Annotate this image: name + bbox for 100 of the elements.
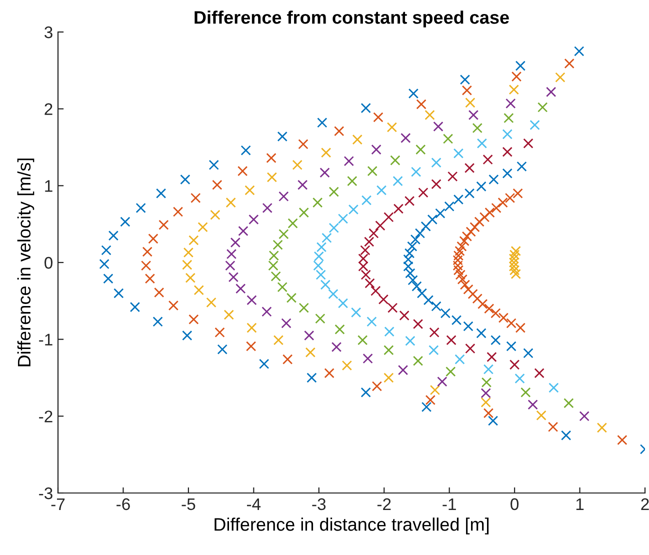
point xyxy=(361,195,372,206)
point xyxy=(230,237,240,248)
point xyxy=(212,180,222,190)
point xyxy=(457,274,468,284)
point xyxy=(371,144,382,155)
point xyxy=(386,122,398,132)
point xyxy=(360,245,370,256)
point xyxy=(534,368,544,378)
point xyxy=(320,280,330,290)
point xyxy=(273,335,284,346)
point xyxy=(431,158,442,168)
point xyxy=(421,402,432,412)
point xyxy=(136,202,146,214)
point xyxy=(431,179,442,190)
point xyxy=(360,102,371,114)
point xyxy=(328,288,338,300)
point xyxy=(490,335,501,346)
point xyxy=(190,192,201,204)
point xyxy=(226,248,237,260)
point xyxy=(460,280,470,290)
point xyxy=(225,260,236,271)
point xyxy=(313,260,324,271)
point xyxy=(483,408,494,418)
point xyxy=(388,302,398,313)
point xyxy=(414,228,426,238)
point xyxy=(316,270,326,280)
point xyxy=(172,206,184,217)
point xyxy=(506,318,516,328)
point xyxy=(530,120,540,130)
x-tick-label: 2 xyxy=(641,498,649,510)
point xyxy=(440,308,451,318)
point xyxy=(470,222,480,232)
point xyxy=(372,381,382,392)
point xyxy=(148,234,158,244)
point xyxy=(376,185,387,196)
point xyxy=(262,202,272,214)
point xyxy=(281,318,292,328)
point xyxy=(424,110,435,120)
point xyxy=(451,315,462,326)
point xyxy=(320,168,330,178)
point xyxy=(462,85,472,96)
point xyxy=(514,373,525,384)
point xyxy=(366,316,377,327)
point xyxy=(506,98,516,109)
point xyxy=(463,321,474,332)
point xyxy=(423,295,434,306)
point xyxy=(410,166,422,177)
point xyxy=(508,257,519,268)
point xyxy=(347,176,358,186)
point xyxy=(142,246,152,257)
point xyxy=(266,152,276,164)
point xyxy=(398,364,408,376)
point xyxy=(103,274,114,284)
point xyxy=(384,372,394,383)
point xyxy=(298,139,308,150)
point xyxy=(373,112,384,122)
point xyxy=(228,272,239,282)
point xyxy=(390,155,400,166)
point xyxy=(360,387,371,398)
point xyxy=(152,316,163,327)
point xyxy=(479,212,490,222)
point xyxy=(120,216,130,227)
point xyxy=(316,242,327,252)
y-tick-label: -3 xyxy=(39,487,52,500)
point xyxy=(384,212,394,222)
point xyxy=(502,146,512,157)
point xyxy=(407,241,418,252)
point xyxy=(364,278,375,288)
point xyxy=(511,71,522,82)
point xyxy=(459,236,470,246)
chart-title: Difference from constant speed case xyxy=(194,10,509,28)
point xyxy=(262,306,272,317)
point xyxy=(194,285,204,296)
y-tick-label: 0 xyxy=(44,256,52,269)
point xyxy=(404,248,415,258)
point xyxy=(484,304,494,314)
point xyxy=(452,260,463,271)
point xyxy=(358,335,368,346)
point xyxy=(462,231,472,242)
point xyxy=(498,312,509,323)
point xyxy=(99,258,110,270)
point xyxy=(528,400,538,410)
point xyxy=(403,254,414,265)
point xyxy=(259,358,270,370)
point xyxy=(154,287,164,298)
point xyxy=(358,254,368,264)
point xyxy=(277,131,288,142)
x-tick-label: -7 xyxy=(51,498,65,510)
point xyxy=(488,174,499,185)
point xyxy=(412,356,424,366)
point xyxy=(338,214,348,224)
y-axis-title: Difference in velocity [m/s] xyxy=(17,158,34,366)
point xyxy=(596,422,608,433)
point xyxy=(375,220,386,231)
point xyxy=(483,364,494,374)
point xyxy=(348,204,359,215)
point xyxy=(342,360,352,371)
point xyxy=(399,310,410,321)
point xyxy=(188,314,199,324)
point xyxy=(298,302,309,313)
